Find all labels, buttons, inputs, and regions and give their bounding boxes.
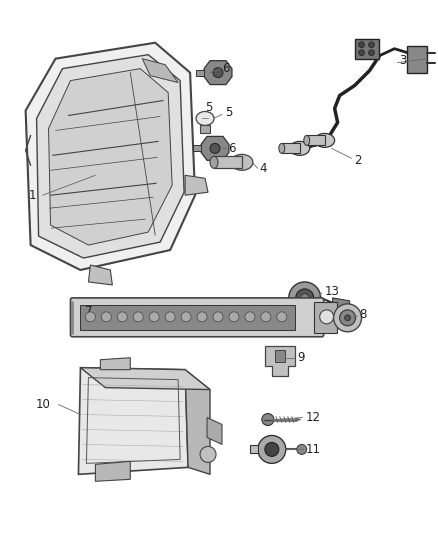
Polygon shape — [265, 346, 295, 376]
Text: 8: 8 — [360, 309, 367, 321]
Ellipse shape — [279, 143, 285, 154]
Polygon shape — [49, 69, 172, 245]
Polygon shape — [185, 370, 210, 474]
Circle shape — [181, 312, 191, 322]
Circle shape — [289, 282, 321, 314]
Ellipse shape — [304, 135, 310, 146]
Circle shape — [213, 68, 223, 78]
Circle shape — [262, 414, 274, 425]
Polygon shape — [296, 418, 301, 421]
Circle shape — [200, 447, 216, 462]
Text: 13: 13 — [325, 285, 339, 298]
Circle shape — [165, 312, 175, 322]
Circle shape — [117, 312, 127, 322]
Polygon shape — [25, 43, 195, 270]
Polygon shape — [201, 136, 229, 160]
Circle shape — [359, 42, 364, 47]
Polygon shape — [81, 368, 210, 390]
Polygon shape — [142, 59, 178, 83]
Polygon shape — [100, 358, 130, 370]
Polygon shape — [332, 298, 350, 310]
Circle shape — [261, 312, 271, 322]
Circle shape — [133, 312, 143, 322]
Circle shape — [301, 294, 309, 302]
Text: 10: 10 — [35, 398, 50, 411]
Polygon shape — [95, 462, 130, 481]
Polygon shape — [204, 61, 232, 85]
Circle shape — [85, 312, 95, 322]
Text: 9: 9 — [298, 351, 305, 364]
Bar — [250, 446, 258, 454]
Text: 12: 12 — [306, 411, 321, 424]
Circle shape — [345, 315, 350, 321]
Text: 1: 1 — [28, 189, 36, 201]
Circle shape — [277, 312, 287, 322]
Circle shape — [210, 143, 220, 154]
Bar — [275, 350, 285, 362]
Bar — [282, 143, 300, 154]
Circle shape — [245, 312, 255, 322]
Polygon shape — [407, 46, 427, 72]
Bar — [193, 146, 201, 151]
Ellipse shape — [314, 133, 335, 148]
Ellipse shape — [210, 156, 218, 168]
Circle shape — [320, 310, 334, 324]
FancyBboxPatch shape — [71, 298, 324, 337]
Polygon shape — [37, 55, 184, 258]
Text: 5: 5 — [225, 106, 232, 119]
Polygon shape — [207, 417, 222, 445]
Circle shape — [296, 289, 314, 307]
Polygon shape — [355, 39, 379, 59]
Circle shape — [334, 304, 361, 332]
Text: 7: 7 — [85, 305, 93, 318]
Text: 4: 4 — [260, 162, 267, 175]
FancyBboxPatch shape — [81, 305, 295, 330]
Ellipse shape — [290, 141, 310, 155]
Text: 2: 2 — [355, 154, 362, 167]
Text: 6: 6 — [222, 62, 230, 75]
Text: 5: 5 — [205, 101, 212, 114]
Ellipse shape — [231, 155, 253, 171]
Text: 6: 6 — [228, 142, 236, 155]
Polygon shape — [88, 265, 112, 285]
Circle shape — [297, 445, 307, 455]
Circle shape — [149, 312, 159, 322]
Polygon shape — [185, 175, 208, 195]
Circle shape — [359, 50, 364, 55]
Circle shape — [368, 50, 374, 55]
Circle shape — [339, 310, 356, 326]
Bar — [196, 70, 204, 76]
Circle shape — [368, 42, 374, 47]
Circle shape — [213, 312, 223, 322]
Bar — [200, 125, 210, 133]
Polygon shape — [78, 368, 188, 474]
Circle shape — [101, 312, 111, 322]
Bar — [214, 156, 242, 168]
Circle shape — [229, 312, 239, 322]
Circle shape — [258, 435, 286, 463]
Circle shape — [197, 312, 207, 322]
Text: 3: 3 — [399, 54, 407, 67]
Ellipse shape — [196, 111, 214, 125]
Polygon shape — [314, 302, 337, 333]
Text: 11: 11 — [306, 443, 321, 456]
Circle shape — [265, 442, 279, 456]
Bar — [307, 135, 325, 146]
